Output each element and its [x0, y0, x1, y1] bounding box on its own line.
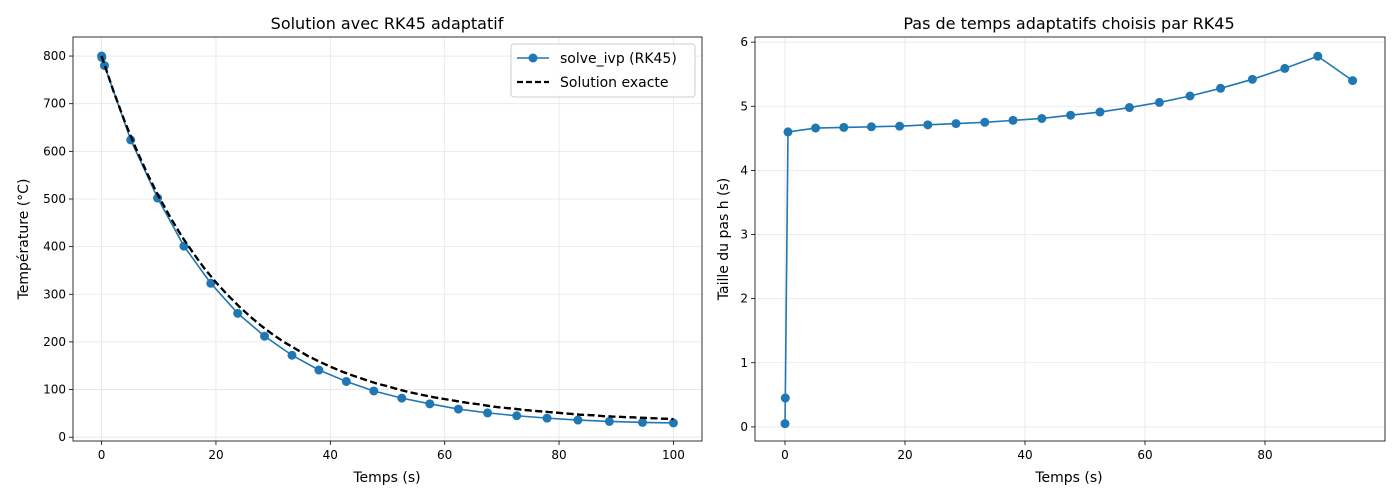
right-chart-ylabel: Taille du pas h (s): [716, 178, 732, 302]
left-series-rk45-point: [369, 386, 379, 396]
right-series-rk45-point: [1008, 115, 1018, 125]
left-x-tick-label: 100: [662, 448, 685, 462]
right-series-rk45-line: [784, 55, 1354, 424]
left-series-rk45-point: [483, 408, 493, 418]
left-series-rk45-point: [604, 416, 614, 426]
right-series-rk45-point: [1313, 51, 1323, 61]
left-y-tick-label: 200: [43, 335, 66, 349]
legend-box: [510, 43, 696, 98]
right-x-tick-label: 60: [1137, 448, 1152, 462]
right-series-rk45-point: [1124, 103, 1134, 113]
right-series-rk45-point: [1280, 63, 1290, 73]
left-series-rk45-point: [233, 308, 243, 318]
left-series-rk45-point: [314, 365, 324, 375]
left-chart-title: Solution avec RK45 adaptatif: [271, 14, 504, 33]
right-x-tick-label: 0: [781, 448, 789, 462]
left-x-tick-label: 20: [208, 448, 223, 462]
right-series-rk45-point: [1185, 91, 1195, 101]
right-series-rk45-point: [783, 127, 793, 137]
right-series-rk45-point: [1037, 113, 1047, 123]
left-y-tick-label: 0: [58, 430, 66, 444]
right-y-tick-label: 6: [740, 35, 748, 49]
left-series-rk45-point: [206, 278, 216, 288]
right-x-tick-label: 20: [897, 448, 912, 462]
legend-label-exact: Solution exacte: [560, 75, 669, 91]
right-series-rk45-point: [839, 122, 849, 132]
right-series-rk45-point: [980, 117, 990, 127]
left-plot-area: 0 20 40 60 80 100 0 100 200 300 400 500 600 700 800: [43, 36, 703, 462]
left-x-tick-label: 0: [98, 448, 106, 462]
left-series-rk45-point: [397, 393, 407, 403]
right-chart-panel: 0 20 40 60 80 0 1 2 3 4 5 6 Pas de temps adaptatifs…: [716, 14, 1386, 486]
right-y-tick-label: 5: [740, 99, 748, 113]
left-x-tick-label: 60: [437, 448, 452, 462]
left-x-tick-label: 80: [551, 448, 566, 462]
left-chart-panel: 0 20 40 60 80 100 0 100 200 300 400 500 600 700 800 So…: [16, 14, 703, 486]
left-series-rk45-point: [287, 350, 297, 360]
left-y-tick-label: 800: [43, 49, 66, 63]
left-y-tick-label: 700: [43, 97, 66, 111]
left-series-rk45-point: [512, 411, 522, 421]
left-series-rk45-point: [573, 415, 583, 425]
left-series-rk45-point: [453, 404, 463, 414]
legend-rk45-marker-swatch: [528, 53, 538, 63]
right-plot-area: 0 20 40 60 80 0 1 2 3 4 5 6: [740, 35, 1386, 462]
left-series-rk45-point: [341, 376, 351, 386]
right-series-rk45-point: [951, 119, 961, 129]
left-series-rk45-point: [179, 241, 189, 251]
right-y-tick-label: 0: [740, 420, 748, 434]
right-series-rk45-point: [1095, 107, 1105, 117]
right-series-rk45-point: [780, 419, 790, 429]
left-y-tick-label: 400: [43, 240, 66, 254]
right-series-rk45-point: [1247, 74, 1257, 84]
left-series-rk45-point: [260, 331, 270, 341]
left-series-rk45-point: [668, 418, 678, 428]
right-series-rk45-point: [866, 122, 876, 132]
left-chart-legend: solve_ivp (RK45) Solution exacte: [510, 43, 696, 98]
left-series-rk45-line: [100, 55, 674, 424]
left-series-rk45-point: [153, 193, 163, 203]
left-series-rk45-point: [638, 417, 648, 427]
left-x-tick-label: 40: [323, 448, 338, 462]
right-chart-title: Pas de temps adaptatifs choisis par RK45: [903, 14, 1234, 33]
left-y-tick-label: 300: [43, 287, 66, 301]
right-series-rk45-point: [1066, 110, 1076, 120]
left-series-rk45-point: [542, 413, 552, 423]
right-axes-frame: [754, 36, 1386, 442]
left-chart-ylabel: Température (°C): [16, 179, 32, 301]
right-series-rk45-point: [923, 120, 933, 130]
left-series-exact-line-overlay: [100, 55, 674, 421]
left-axes-frame: [72, 36, 703, 442]
left-series-rk45-point: [126, 135, 136, 145]
left-y-tick-label: 600: [43, 144, 66, 158]
right-chart-xlabel: Temps (s): [1034, 470, 1102, 486]
right-y-tick-label: 2: [740, 292, 748, 306]
right-y-tick-label: 3: [740, 228, 748, 242]
right-series-rk45-point: [780, 393, 790, 403]
legend-label-rk45: solve_ivp (RK45): [560, 51, 677, 67]
left-series-rk45-point: [425, 399, 435, 409]
right-x-tick-label: 80: [1257, 448, 1272, 462]
right-series-rk45-point: [1154, 97, 1164, 107]
right-series-rk45-point: [1216, 83, 1226, 93]
left-series-exact-line: [100, 55, 674, 421]
right-series-rk45-point: [895, 121, 905, 131]
right-series-rk45-point: [1348, 76, 1358, 86]
right-y-tick-label: 1: [740, 356, 748, 370]
left-y-tick-label: 500: [43, 192, 66, 206]
left-chart-xlabel: Temps (s): [352, 470, 420, 486]
left-y-tick-label: 100: [43, 383, 66, 397]
right-y-tick-label: 4: [740, 163, 748, 177]
right-x-tick-label: 40: [1017, 448, 1032, 462]
right-series-rk45-point: [811, 123, 821, 133]
